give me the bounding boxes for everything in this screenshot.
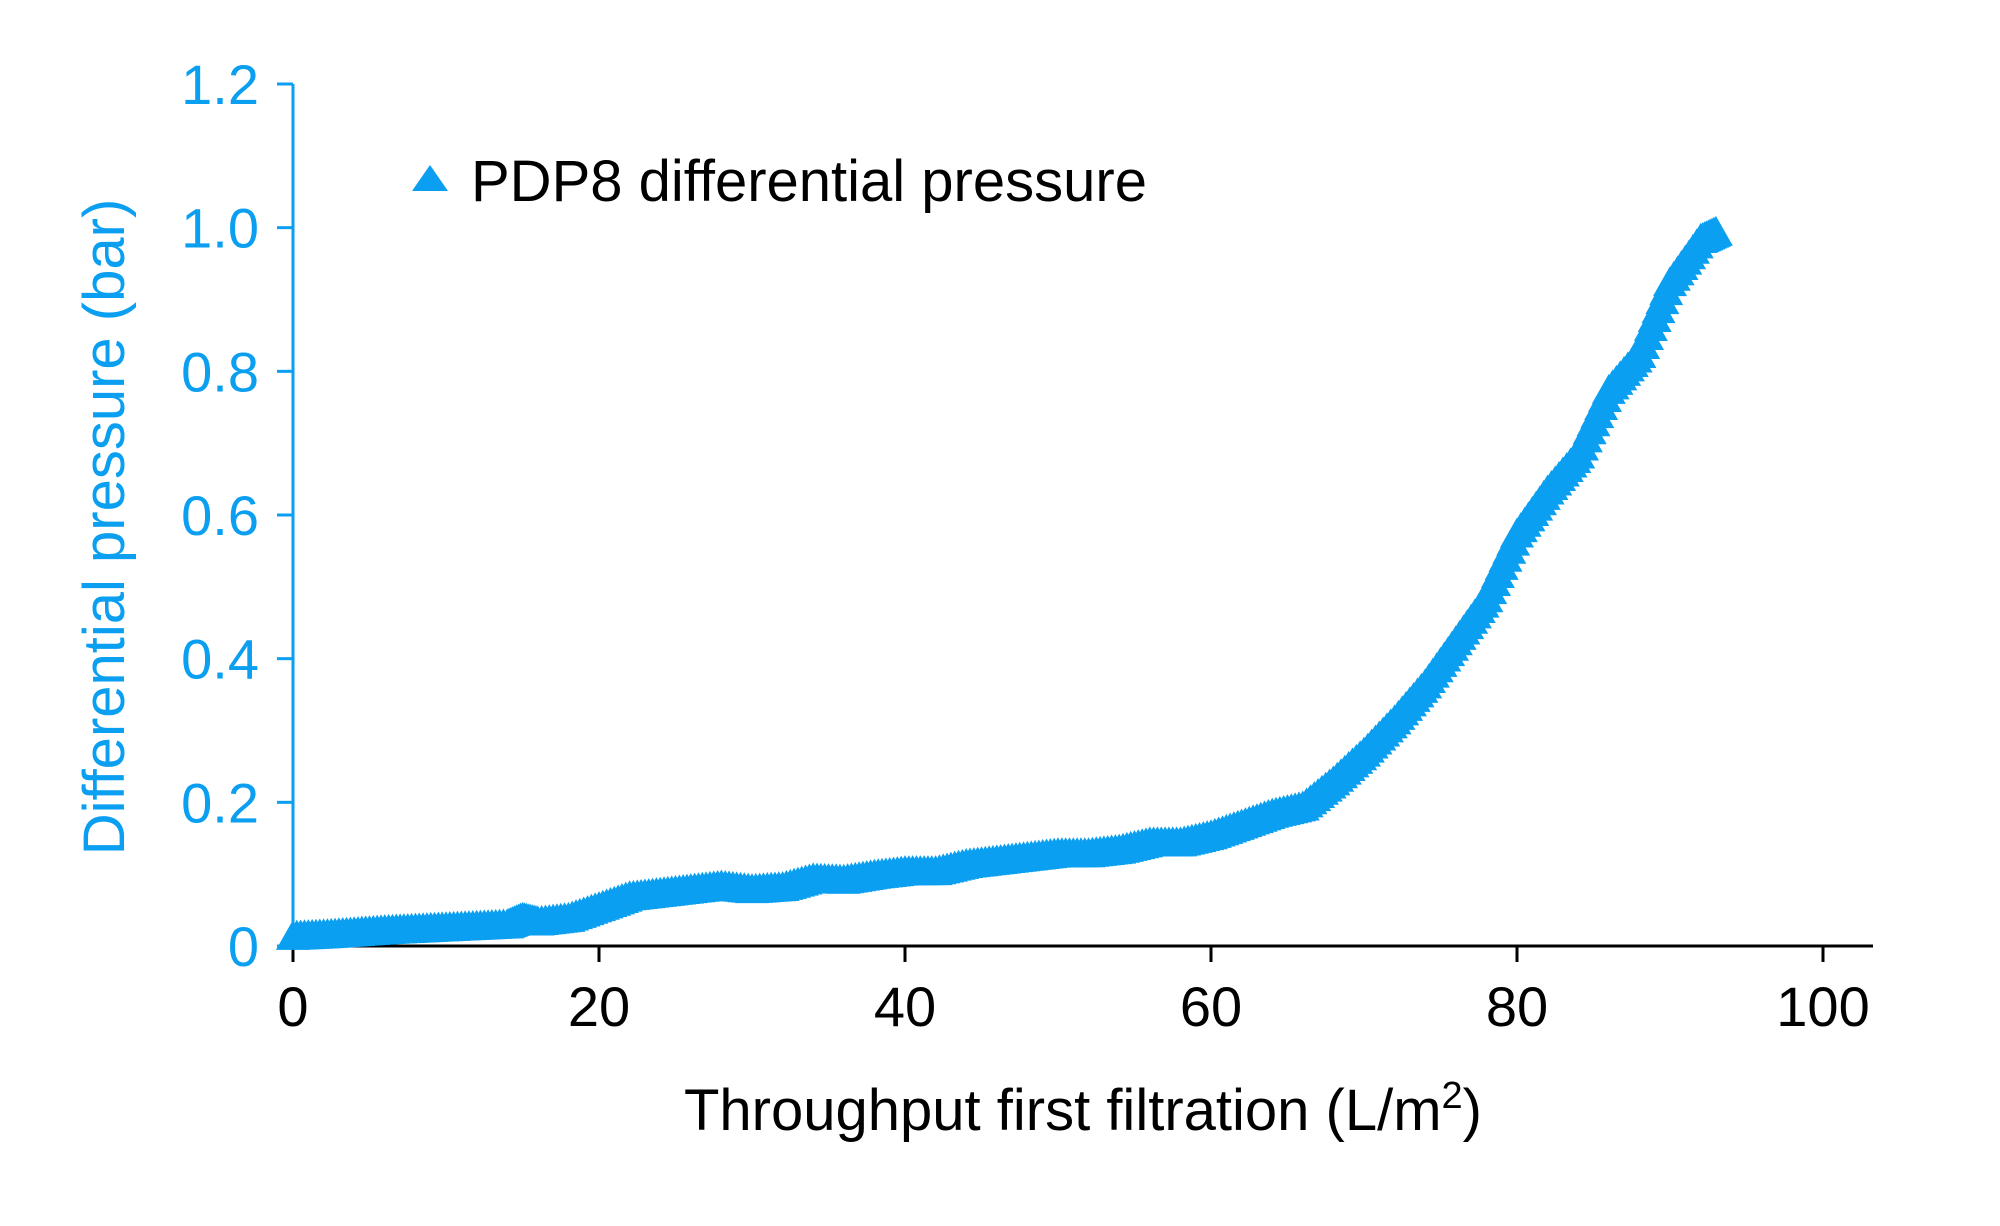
data-point-marker — [306, 918, 341, 949]
y-axis-title: Differential pressure (bar) — [72, 199, 137, 856]
data-point-marker — [1591, 373, 1626, 404]
x-axis-title: Throughput first filtration (L/m2) — [684, 1075, 1482, 1143]
y-tick-label: 0 — [228, 915, 259, 978]
y-tick-label: 1.0 — [181, 197, 259, 260]
data-point-marker — [888, 855, 922, 886]
x-tick-label: 80 — [1486, 975, 1548, 1038]
x-axis-title-main: Throughput first filtration (L/m — [684, 1078, 1442, 1143]
data-point-marker — [1194, 819, 1228, 850]
data-point-marker — [918, 855, 953, 886]
data-point-marker — [643, 876, 678, 907]
data-point-marker — [582, 891, 616, 922]
data-point-marker — [1561, 438, 1596, 469]
data-point-marker — [1224, 808, 1259, 839]
x-tick-label: 40 — [874, 975, 936, 1038]
x-tick-label: 60 — [1180, 975, 1242, 1038]
data-point-marker — [367, 914, 402, 945]
data-point-marker — [735, 873, 769, 904]
data-point-marker — [1163, 826, 1198, 857]
x-axis-title-superscript: 2 — [1442, 1075, 1463, 1117]
data-point-marker — [1041, 837, 1075, 868]
data-point-marker — [398, 912, 433, 943]
data-point-marker — [1653, 266, 1687, 297]
data-point-marker — [1071, 837, 1106, 868]
x-tick-label: 20 — [568, 975, 630, 1038]
legend-label: PDP8 differential pressure — [471, 149, 1147, 214]
series-pdp8-differential-pressure — [276, 215, 1733, 950]
data-point-marker — [826, 863, 861, 894]
y-tick-label: 1.2 — [181, 53, 259, 116]
y-tick-label: 0.4 — [181, 628, 259, 691]
data-point-marker — [1255, 797, 1290, 828]
data-point-marker — [1347, 736, 1381, 767]
data-point-marker — [276, 919, 310, 950]
data-point-marker — [1500, 517, 1534, 548]
x-tick-label: 0 — [277, 975, 308, 1038]
data-point-marker — [1438, 625, 1473, 656]
x-axis-title-suffix: ) — [1463, 1078, 1482, 1143]
data-point-marker — [1010, 840, 1045, 871]
x-tick-label: 100 — [1776, 975, 1869, 1038]
data-point-marker — [1622, 337, 1657, 368]
data-point-marker — [673, 873, 708, 904]
data-point-marker — [1377, 704, 1412, 735]
data-point-marker — [857, 858, 892, 889]
y-axis: 0 0.2 0.4 0.6 0.8 1.0 1.2 Differential pressur… — [72, 53, 295, 978]
data-point-marker — [1285, 790, 1320, 821]
data-point-marker — [1408, 668, 1443, 699]
legend: PDP8 differential pressure — [412, 149, 1147, 214]
data-point-marker — [1469, 582, 1504, 613]
data-point-marker — [796, 862, 831, 893]
data-point-marker — [459, 909, 494, 940]
y-tick-label: 0.2 — [181, 771, 259, 834]
data-point-marker — [949, 847, 984, 878]
data-point-marker — [765, 870, 800, 901]
y-tick-label: 0.6 — [181, 484, 259, 547]
data-point-marker — [612, 880, 647, 911]
data-point-marker — [520, 905, 555, 936]
data-point-marker — [429, 911, 463, 942]
data-point-marker — [1102, 833, 1137, 864]
data-point-marker — [1132, 826, 1167, 857]
y-ticks: 0 0.2 0.4 0.6 0.8 1.0 1.2 — [181, 53, 293, 978]
y-tick-label: 0.8 — [181, 340, 259, 403]
data-point-marker — [1530, 474, 1565, 505]
data-point-marker — [337, 916, 372, 947]
data-point-marker — [1316, 765, 1351, 796]
legend-triangle-marker — [412, 165, 448, 191]
x-axis: 0 20 40 60 80 100 Throughput first filtration… — [277, 944, 1873, 1143]
x-ticks: 0 20 40 60 80 100 — [277, 946, 1870, 1038]
data-point-marker — [1698, 215, 1733, 246]
data-point-marker — [704, 869, 739, 900]
data-point-marker — [551, 901, 586, 932]
data-point-marker — [979, 844, 1014, 875]
